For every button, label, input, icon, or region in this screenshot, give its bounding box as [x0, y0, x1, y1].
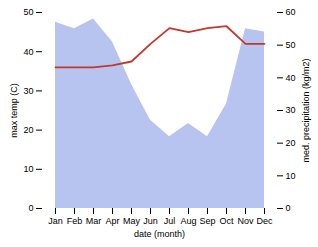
- svg-text:Jan: Jan: [48, 216, 63, 226]
- svg-text:Sep: Sep: [199, 216, 215, 226]
- svg-text:50: 50: [286, 40, 296, 50]
- svg-text:date (month): date (month): [134, 229, 185, 239]
- svg-text:Dec: Dec: [256, 216, 273, 226]
- svg-text:30: 30: [286, 105, 296, 115]
- svg-text:20: 20: [286, 138, 296, 148]
- svg-text:10: 10: [286, 171, 296, 181]
- svg-text:Aug: Aug: [180, 216, 196, 226]
- svg-text:60: 60: [286, 7, 296, 17]
- svg-text:May: May: [123, 216, 141, 226]
- svg-text:Apr: Apr: [105, 216, 119, 226]
- svg-text:max temp (C): max temp (C): [9, 83, 19, 138]
- svg-text:10: 10: [23, 164, 33, 174]
- svg-text:30: 30: [23, 86, 33, 96]
- svg-text:Feb: Feb: [67, 216, 83, 226]
- svg-text:0: 0: [286, 203, 291, 213]
- svg-text:Nov: Nov: [237, 216, 254, 226]
- svg-text:Jun: Jun: [143, 216, 158, 226]
- svg-text:40: 40: [23, 47, 33, 57]
- svg-text:0: 0: [28, 203, 33, 213]
- svg-text:Jul: Jul: [164, 216, 176, 226]
- svg-text:med. precipitation (kg/m2): med. precipitation (kg/m2): [301, 58, 311, 162]
- svg-text:Oct: Oct: [219, 216, 234, 226]
- svg-text:50: 50: [23, 7, 33, 17]
- svg-text:40: 40: [286, 73, 296, 83]
- svg-text:Mar: Mar: [86, 216, 102, 226]
- svg-text:20: 20: [23, 125, 33, 135]
